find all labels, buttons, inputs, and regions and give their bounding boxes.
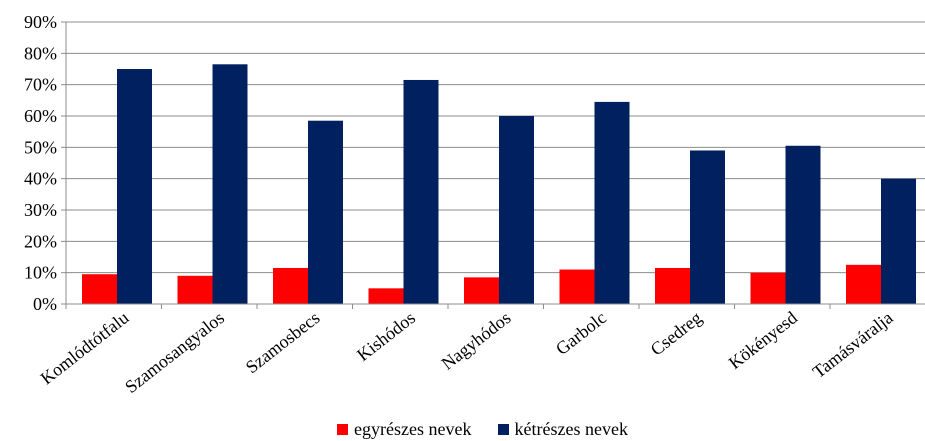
bar-egyreszes: [559, 269, 595, 304]
axes: [65, 22, 925, 309]
legend-swatch-navy: [497, 423, 509, 435]
bar-ketreszes: [117, 69, 152, 304]
bar-egyreszes: [750, 272, 786, 304]
bar-egyreszes: [82, 274, 117, 304]
y-tick-label: 10%: [24, 263, 57, 283]
bar-egyreszes: [368, 288, 404, 304]
y-tick-label: 20%: [24, 231, 57, 251]
legend-item-ketreszes: kétrészes nevek: [497, 418, 628, 440]
y-tick-label: 90%: [24, 12, 57, 32]
x-category-label: Kökényesd: [725, 307, 801, 373]
legend-label-egyreszes: egyrészes nevek: [354, 418, 472, 439]
bar-egyreszes: [846, 264, 881, 304]
x-category-label: Szamosbecs: [242, 307, 324, 377]
y-tick-label: 50%: [24, 137, 57, 157]
x-category-label: Nagyhódos: [438, 307, 515, 373]
bars: [82, 64, 916, 305]
bar-egyreszes: [273, 267, 308, 304]
bar-egyreszes: [177, 275, 213, 304]
bar-egyreszes: [655, 267, 690, 304]
y-axis-ticks: 0% 10% 20% 30% 40% 50% 60% 70% 80% 90%: [24, 12, 66, 314]
legend-item-egyreszes: egyrészes nevek: [337, 418, 472, 440]
bar-ketreszes: [690, 150, 725, 304]
bar-ketreszes: [212, 64, 248, 304]
bar-egyreszes: [464, 277, 499, 304]
bar-ketreszes: [594, 101, 630, 305]
y-tick-label: 30%: [24, 200, 57, 220]
x-category-label: Csedreg: [647, 307, 706, 359]
x-category-label: Komlódtótfalu: [37, 307, 133, 388]
y-tick-label: 80%: [24, 43, 57, 63]
bar-ketreszes: [881, 178, 916, 304]
legend-label-ketreszes: kétrészes nevek: [514, 418, 628, 439]
x-category-label: Tamásváralja: [809, 307, 897, 382]
y-tick-label: 0%: [33, 294, 57, 314]
legend: egyrészes nevek kétrészes nevek: [0, 418, 925, 440]
x-category-label: Kishódos: [353, 307, 419, 365]
bar-ketreszes: [499, 116, 534, 304]
legend-swatch-red: [337, 423, 349, 435]
bar-ketreszes: [785, 145, 821, 304]
x-category-label: Garbolc: [552, 307, 610, 358]
y-tick-label: 40%: [24, 169, 57, 189]
x-category-label: Szamosangyalos: [121, 307, 228, 397]
bar-ketreszes: [403, 79, 439, 304]
gridlines: [66, 21, 925, 305]
y-tick-label: 60%: [24, 106, 57, 126]
y-tick-label: 70%: [24, 75, 57, 95]
bar-ketreszes: [308, 120, 343, 304]
